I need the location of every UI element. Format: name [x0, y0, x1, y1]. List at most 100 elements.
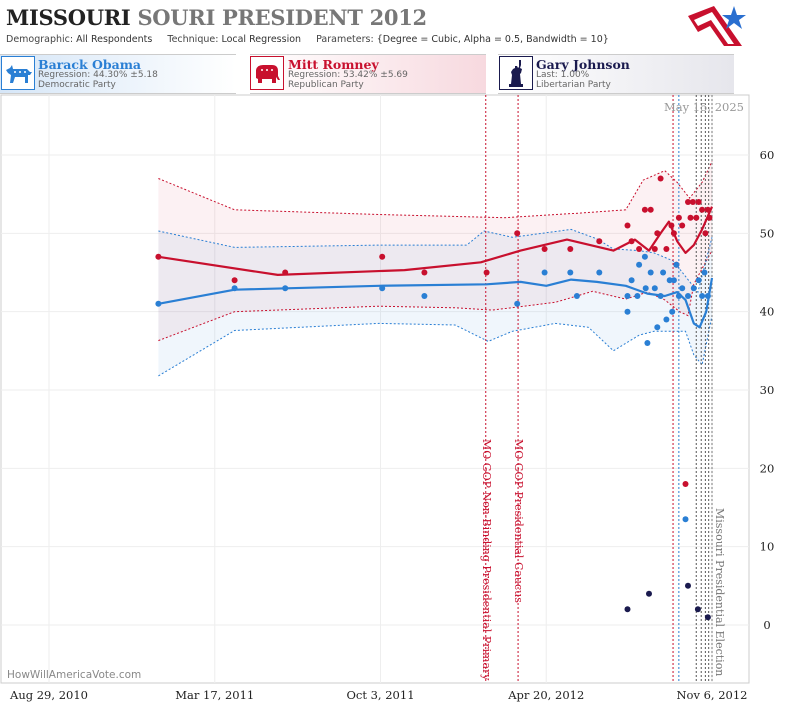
candidate-party: Libertarian Party — [536, 80, 611, 90]
legend-johnson: Gary Johnson Last: 1.00% Libertarian Par… — [498, 54, 734, 94]
poll-point — [704, 614, 711, 621]
confidence-band — [158, 229, 712, 376]
poll-point — [596, 238, 603, 245]
poll-point — [636, 261, 643, 268]
poll-point — [379, 253, 386, 260]
poll-point — [669, 308, 676, 315]
x-tick-label: Apr 20, 2012 — [507, 688, 584, 702]
poll-point — [695, 199, 702, 205]
poll-point — [651, 285, 658, 292]
poll-point — [628, 238, 635, 245]
demographic-value: All Respondents — [76, 34, 153, 45]
plot-area — [0, 94, 750, 684]
poll-point — [567, 269, 574, 276]
poll-point — [663, 316, 670, 323]
technique-label: Technique: — [167, 34, 219, 45]
poll-point — [663, 246, 670, 252]
page-title: MISSOURI SOURI PRESIDENT 2012 — [6, 5, 427, 30]
poll-point — [654, 324, 661, 331]
poll-point — [682, 516, 689, 523]
poll-point — [699, 293, 706, 299]
donkey-icon — [1, 56, 35, 90]
candidate-stat: Regression: 44.30% ±5.18 — [38, 70, 158, 80]
poll-point — [651, 246, 658, 252]
y-tick-label: 40 — [760, 305, 775, 319]
watermark: HowWillAmericaVote.com — [7, 669, 141, 681]
poll-point — [675, 293, 682, 299]
poll-chart-svg: 0 10 20 30 40 50 60 Aug 29, 2010 Mar 17, 2011 Oct… — [0, 94, 775, 702]
poll-point — [687, 214, 694, 221]
poll-point — [282, 285, 289, 292]
poll-point — [668, 222, 675, 229]
date-stamp: May 15, 2025 — [664, 100, 744, 114]
x-tick-label: Nov 6, 2012 — [676, 688, 747, 702]
event-label: MO GOP Non-Binding Presidential Primary — [480, 439, 493, 681]
candidate-party: Democratic Party — [38, 80, 116, 90]
y-tick-label: 60 — [760, 148, 775, 162]
poll-point — [596, 269, 603, 276]
poll-point — [701, 269, 708, 276]
poll-point — [634, 293, 641, 299]
candidate-party: Republican Party — [288, 80, 364, 90]
poll-point — [670, 277, 677, 284]
poll-point — [702, 230, 709, 237]
trend-line — [158, 277, 714, 329]
poll-point — [421, 293, 428, 299]
poll-point — [379, 285, 386, 292]
poll-point — [282, 269, 289, 276]
x-tick-label: Oct 3, 2011 — [346, 688, 414, 702]
y-tick-label: 30 — [760, 383, 775, 397]
poll-point — [699, 206, 706, 213]
poll-point — [666, 277, 673, 284]
x-tick-label: Mar 17, 2011 — [175, 688, 254, 702]
poll-point — [706, 214, 713, 221]
candidate-name: Barack Obama — [38, 57, 142, 72]
poll-point — [231, 285, 238, 292]
poll-point — [624, 293, 631, 299]
parameters-value: {Degree = Cubic, Alpha = 0.5, Bandwidth … — [376, 34, 609, 45]
poll-point — [694, 606, 701, 613]
y-tick-label: 20 — [760, 461, 775, 475]
poll-point — [155, 300, 162, 307]
poll-point — [641, 206, 648, 213]
poll-point — [644, 340, 651, 346]
poll-point — [679, 285, 686, 292]
poll-point — [567, 246, 574, 252]
y-tick-label: 50 — [760, 226, 775, 240]
poll-point — [660, 269, 667, 276]
poll-point — [641, 253, 648, 260]
site-logo — [688, 6, 746, 46]
candidate-legend: Barack Obama Regression: 44.30% ±5.18 De… — [0, 54, 789, 94]
poll-point — [685, 582, 691, 589]
band-edge-line — [158, 315, 713, 377]
poll-point — [704, 293, 711, 299]
poll-point — [573, 293, 580, 299]
poll-point — [673, 261, 680, 268]
trend-line — [158, 206, 714, 276]
title-race: SOURI PRESIDENT 2012 — [137, 5, 427, 30]
parameters-label: Parameters: — [316, 34, 374, 45]
event-label: MO GOP Presidential Caucus — [512, 439, 525, 603]
x-tick-label: Aug 29, 2010 — [9, 688, 88, 702]
poll-point — [682, 481, 689, 487]
poll-point — [514, 230, 521, 237]
candidate-name: Gary Johnson — [536, 57, 630, 72]
poll-point — [231, 277, 238, 284]
poll-point — [541, 269, 548, 276]
poll-chart: 0 10 20 30 40 50 60 Aug 29, 2010 Mar 17, 2011 Oct… — [0, 94, 789, 704]
poll-point — [654, 230, 661, 237]
poll-point — [685, 199, 691, 205]
elephant-icon — [250, 56, 284, 90]
poll-point — [657, 293, 664, 299]
poll-point — [690, 285, 697, 292]
poll-point — [421, 269, 428, 276]
poll-point — [624, 222, 631, 229]
poll-point — [647, 206, 654, 213]
poll-point — [647, 269, 654, 276]
parameters-line: Demographic: All Respondents Technique: … — [6, 34, 609, 45]
poll-point — [670, 230, 677, 237]
y-tick-label: 0 — [763, 618, 770, 632]
poll-point — [685, 293, 691, 299]
poll-point — [646, 590, 652, 597]
poll-point — [624, 606, 631, 613]
